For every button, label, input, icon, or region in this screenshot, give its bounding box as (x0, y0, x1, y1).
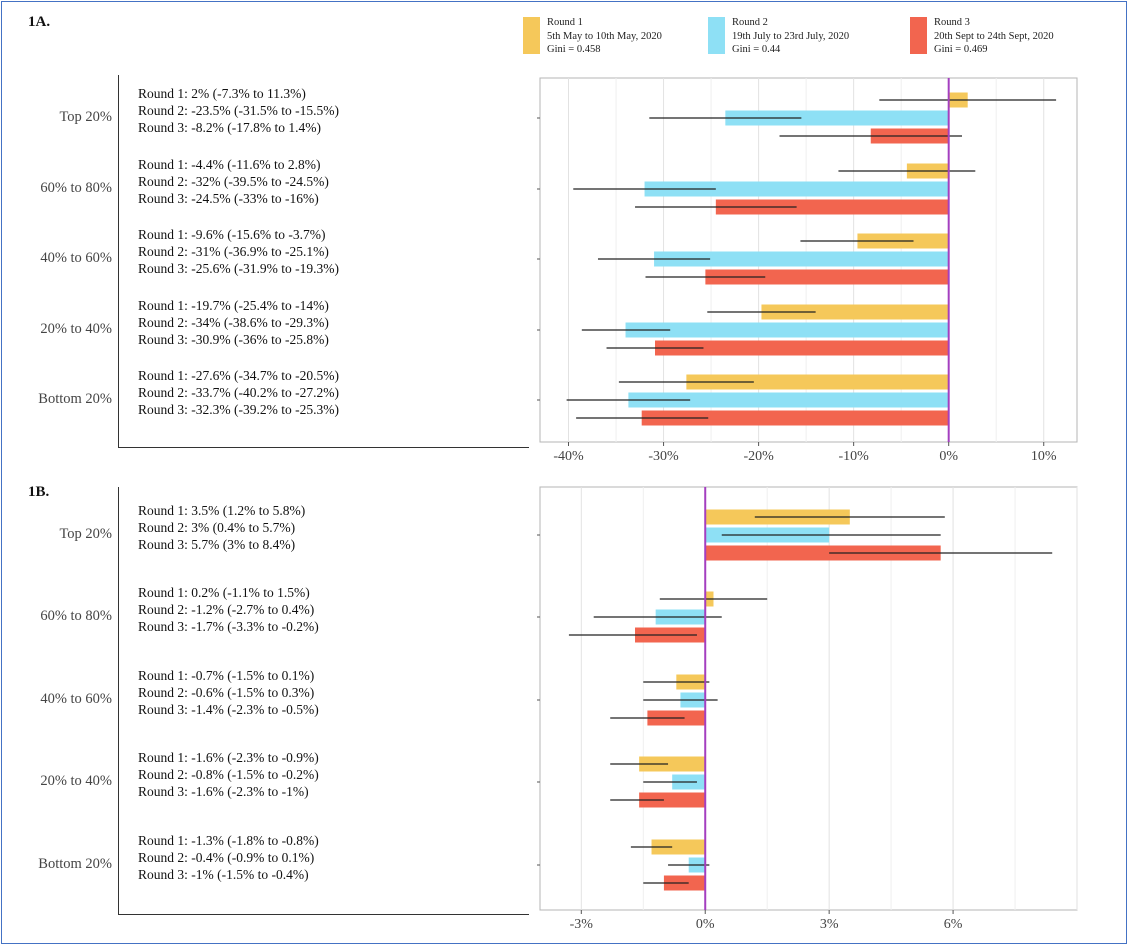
round-estimate-label: Round 2: -34% (-38.6% to -29.3%) (138, 315, 329, 330)
legend-gini: Gini = 0.469 (934, 44, 988, 55)
group-name-label: Bottom 20% (38, 856, 112, 872)
round-estimate-label: Round 1: -4.4% (-11.6% to 2.8%) (138, 157, 321, 172)
label-bracket-1b (118, 487, 529, 915)
round-estimate-label: Round 2: -0.4% (-0.9% to 0.1%) (138, 850, 315, 865)
bar-round2-2 (654, 251, 949, 267)
group-name-label: 20% to 40% (40, 321, 112, 337)
round-estimate-label: Round 3: -25.6% (-31.9% to -19.3%) (138, 261, 339, 276)
legend-swatch-round2 (708, 17, 725, 54)
group-name-label: Bottom 20% (38, 391, 112, 407)
bar-round3-0 (705, 545, 941, 561)
bar-round1-3 (639, 756, 706, 772)
group-name-label: 60% to 80% (40, 180, 112, 196)
round-estimate-label: Round 1: -1.6% (-2.3% to -0.9%) (138, 750, 319, 765)
round-estimate-label: Round 1: -0.7% (-1.5% to 0.1%) (138, 668, 315, 683)
group-name-label: 40% to 60% (40, 250, 112, 266)
legend-name: Round 1 (547, 17, 583, 28)
x-tick-label: 0% (939, 449, 958, 464)
round-estimate-label: Round 2: -0.6% (-1.5% to 0.3%) (138, 685, 315, 700)
x-tick-label: 6% (944, 917, 963, 932)
x-tick-label: 10% (1031, 449, 1057, 464)
round-estimate-label: Round 3: -1.4% (-2.3% to -0.5%) (138, 702, 319, 717)
round-estimate-label: Round 3: -30.9% (-36% to -25.8%) (138, 332, 329, 347)
bar-round1-4 (686, 374, 949, 390)
round-estimate-label: Round 2: -23.5% (-31.5% to -15.5%) (138, 103, 339, 118)
round-estimate-label: Round 3: -32.3% (-39.2% to -25.3%) (138, 402, 339, 417)
round-estimate-label: Round 2: -0.8% (-1.5% to -0.2%) (138, 767, 319, 782)
round-estimate-label: Round 3: -1.7% (-3.3% to -0.2%) (138, 619, 319, 634)
panel-label-1b: 1B. (28, 484, 50, 500)
group-name-label: 40% to 60% (40, 691, 112, 707)
legend-gini: Gini = 0.44 (732, 44, 781, 55)
group-name-label: Top 20% (59, 526, 112, 542)
round-estimate-label: Round 1: -9.6% (-15.6% to -3.7%) (138, 227, 326, 242)
group-name-label: 20% to 40% (40, 773, 112, 789)
round-estimate-label: Round 2: -32% (-39.5% to -24.5%) (138, 174, 329, 189)
round-estimate-label: Round 1: 2% (-7.3% to 11.3%) (138, 86, 306, 101)
bar-round2-1 (644, 181, 949, 197)
label-bracket-1a (118, 75, 529, 448)
bar-round1-3 (761, 304, 949, 320)
group-name-label: Top 20% (59, 109, 112, 125)
legend-swatch-round3 (910, 17, 927, 54)
round-estimate-label: Round 1: -1.3% (-1.8% to -0.8%) (138, 833, 319, 848)
round-estimate-label: Round 3: 5.7% (3% to 8.4%) (138, 537, 296, 552)
x-tick-label: -30% (648, 449, 679, 464)
bar-round3-1 (715, 199, 949, 215)
round-estimate-label: Round 1: -19.7% (-25.4% to -14%) (138, 298, 329, 313)
legend-name: Round 2 (732, 17, 768, 28)
round-estimate-label: Round 1: 3.5% (1.2% to 5.8%) (138, 503, 306, 518)
round-estimate-label: Round 3: -24.5% (-33% to -16%) (138, 191, 319, 206)
group-name-label: 60% to 80% (40, 608, 112, 624)
round-estimate-label: Round 2: -31% (-36.9% to -25.1%) (138, 244, 329, 259)
bar-round3-4 (641, 410, 949, 426)
legend-dates: 5th May to 10th May, 2020 (547, 30, 662, 42)
round-estimate-label: Round 2: -33.7% (-40.2% to -27.2%) (138, 385, 339, 400)
round-estimate-label: Round 3: -8.2% (-17.8% to 1.4%) (138, 120, 321, 135)
legend-swatch-round1 (523, 17, 540, 54)
x-tick-label: -10% (838, 449, 869, 464)
bar-round3-2 (705, 269, 949, 285)
legend-gini: Gini = 0.458 (547, 44, 601, 55)
bar-round2-0 (725, 110, 949, 126)
x-tick-label: 3% (820, 917, 839, 932)
x-tick-label: -40% (553, 449, 584, 464)
bar-round1-4 (651, 839, 706, 855)
round-estimate-label: Round 3: -1.6% (-2.3% to -1%) (138, 784, 309, 799)
round-estimate-label: Round 2: 3% (0.4% to 5.7%) (138, 520, 296, 535)
round-estimate-label: Round 3: -1% (-1.5% to -0.4%) (138, 867, 309, 882)
x-tick-label: -20% (743, 449, 774, 464)
bar-round3-3 (655, 340, 949, 356)
round-estimate-label: Round 1: 0.2% (-1.1% to 1.5%) (138, 585, 310, 600)
legend-dates: 20th Sept to 24th Sept, 2020 (934, 30, 1054, 42)
x-tick-label: 0% (696, 917, 715, 932)
round-estimate-label: Round 1: -27.6% (-34.7% to -20.5%) (138, 368, 339, 383)
legend-dates: 19th July to 23rd July, 2020 (732, 30, 850, 42)
bar-round2-3 (625, 322, 949, 338)
panel-label-1a: 1A. (28, 14, 51, 30)
legend-name: Round 3 (934, 17, 970, 28)
bar-round2-4 (628, 392, 949, 408)
bar-round3-3 (639, 792, 706, 808)
round-estimate-label: Round 2: -1.2% (-2.7% to 0.4%) (138, 602, 315, 617)
x-tick-label: -3% (570, 917, 594, 932)
